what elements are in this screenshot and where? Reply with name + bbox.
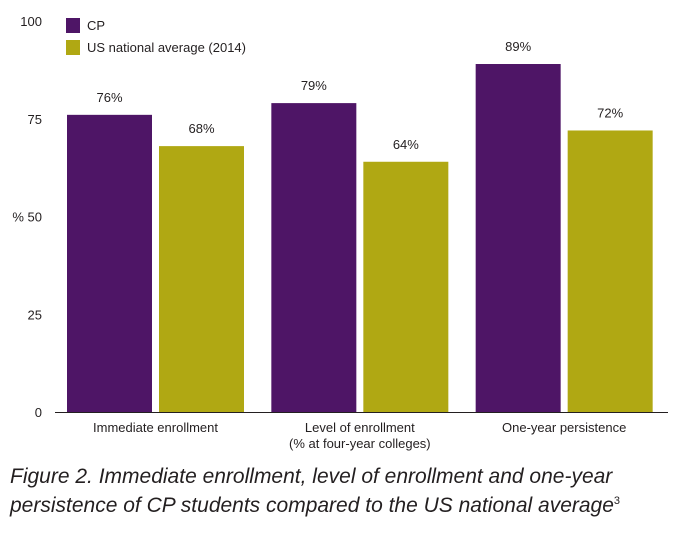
y-tick-label: 75: [28, 112, 42, 127]
category-labels: Immediate enrollment Level of enrollment(…: [93, 420, 626, 451]
category-label: Level of enrollment: [305, 420, 415, 435]
bar: [363, 161, 449, 412]
footnote-marker: 3: [613, 495, 621, 507]
legend-label: US national average (2014): [87, 40, 246, 55]
y-tick-label: 0: [35, 405, 42, 420]
bar-chart: 0 25 % 50 75 100 76% 68% 79% 64% 89% 72% Immediat…: [12, 14, 668, 451]
data-label: 79%: [301, 78, 327, 93]
figure-caption: Figure 2. Immediate enrollment, level of…: [10, 462, 670, 520]
legend-label: CP: [87, 18, 105, 33]
bar: [159, 146, 244, 412]
data-label: 64%: [393, 137, 419, 152]
bar: [475, 64, 561, 412]
y-tick-label: % 50: [12, 210, 42, 225]
caption-text: Figure 2. Immediate enrollment, level of…: [10, 465, 614, 517]
data-label: 89%: [505, 39, 531, 54]
bar: [67, 114, 152, 412]
category-label: Immediate enrollment: [93, 420, 218, 435]
category-label: One-year persistence: [502, 420, 626, 435]
data-label: 72%: [597, 105, 623, 120]
bar: [567, 130, 653, 413]
legend-swatch: [66, 40, 80, 55]
data-label: 68%: [188, 121, 214, 136]
y-tick-label: 25: [28, 307, 42, 322]
legend: CP US national average (2014): [66, 18, 246, 55]
data-labels: 76% 68% 79% 64% 89% 72%: [96, 39, 623, 152]
category-label: (% at four-year colleges): [289, 436, 431, 451]
y-tick-label: 100: [20, 14, 42, 29]
legend-swatch: [66, 18, 80, 33]
y-axis: 0 25 % 50 75 100: [12, 14, 42, 420]
bars: [67, 64, 653, 413]
bar: [271, 103, 357, 413]
data-label: 76%: [96, 90, 122, 105]
